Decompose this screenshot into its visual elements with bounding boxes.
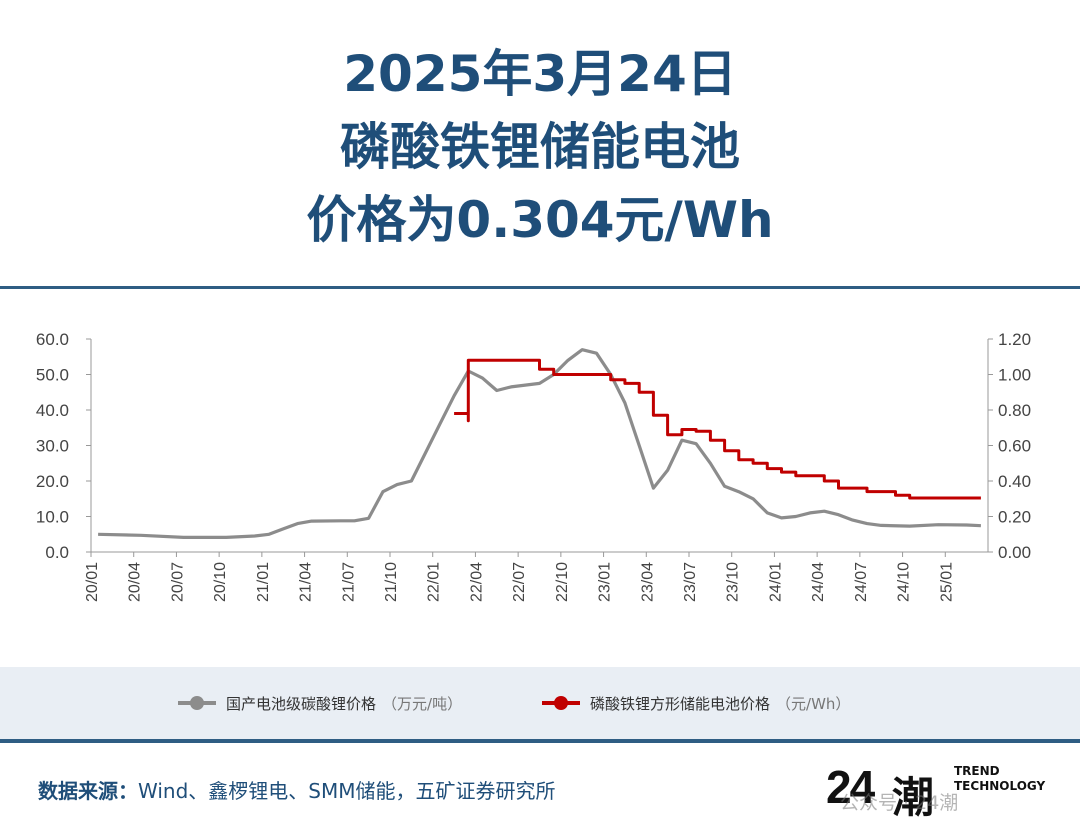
left-axis-tick-label: 60.0 <box>36 330 69 349</box>
x-axis-tick-label: 20/07 <box>169 562 186 602</box>
title-block: 2025年3月24日 磷酸铁锂储能电池 价格为0.304元/Wh <box>0 38 1080 257</box>
legend-swatch-red <box>542 696 580 710</box>
legend-gray-name: 国产电池级碳酸锂价格 <box>226 694 377 713</box>
brand-logo: 24 潮 TREND TECHNOLOGY <box>826 760 1066 822</box>
x-axis-tick-label: 21/01 <box>255 562 272 602</box>
series-line-lithium-carbonate-price <box>98 348 981 539</box>
x-axis-tick-label: 20/10 <box>212 562 229 602</box>
left-axis-tick-label: 0.0 <box>45 543 69 562</box>
left-axis-tick-label: 40.0 <box>36 401 69 420</box>
logo-en-line2: TECHNOLOGY <box>954 779 1046 793</box>
legend-red-unit: （元/Wh） <box>776 694 851 713</box>
x-axis-tick-label: 21/04 <box>298 562 315 602</box>
x-axis-tick-label: 23/01 <box>597 562 614 602</box>
title-price: 价格为0.304元/Wh <box>306 191 774 249</box>
left-axis-tick-label: 20.0 <box>36 472 69 491</box>
legend-item-lithium-carbonate: 国产电池级碳酸锂价格 （万元/吨） <box>178 691 462 715</box>
right-axis-tick-label: 1.00 <box>998 366 1031 385</box>
source-text: Wind、鑫椤锂电、SMM储能，五矿证券研究所 <box>138 779 556 803</box>
x-axis-tick-label: 21/10 <box>383 562 400 602</box>
title-product: 磷酸铁锂储能电池 <box>340 118 740 176</box>
bottom-divider <box>0 739 1080 743</box>
legend-marker-gray <box>190 696 204 710</box>
logo-english: TREND TECHNOLOGY <box>954 764 1045 794</box>
legend-swatch-gray <box>178 696 216 710</box>
right-axis-tick-label: 1.20 <box>998 330 1031 349</box>
source-label: 数据来源： <box>38 779 138 803</box>
x-axis-tick-label: 24/04 <box>810 562 827 602</box>
logo-chars: 潮 <box>892 773 935 822</box>
logo-en-line1: TREND <box>954 764 1000 778</box>
legend-red-name: 磷酸铁锂方形储能电池价格 <box>590 694 771 713</box>
x-axis-tick-label: 20/01 <box>84 562 101 602</box>
x-axis-tick-label: 20/04 <box>127 562 144 602</box>
series-line-lfp-battery-price <box>454 358 981 500</box>
x-axis-tick-label: 22/10 <box>554 562 571 602</box>
left-axis-tick-label: 30.0 <box>36 437 69 456</box>
legend-label-red: 磷酸铁锂方形储能电池价格 （元/Wh） <box>590 693 850 714</box>
x-axis-tick-label: 22/01 <box>426 562 443 602</box>
left-axis-tick-label: 50.0 <box>36 366 69 385</box>
x-axis-tick-label: 22/07 <box>511 562 528 602</box>
x-axis-tick-label: 24/07 <box>853 562 870 602</box>
logo-number: 24 <box>826 761 875 813</box>
legend-marker-red <box>554 696 568 710</box>
legend-label-gray: 国产电池级碳酸锂价格 （万元/吨） <box>226 693 462 714</box>
x-axis-tick-label: 24/10 <box>896 562 913 602</box>
right-axis-tick-label: 0.00 <box>998 543 1031 562</box>
data-source: 数据来源：Wind、鑫椤锂电、SMM储能，五矿证券研究所 <box>38 775 555 804</box>
x-axis-tick-label: 24/01 <box>767 562 784 602</box>
x-axis-tick-label: 25/01 <box>938 562 955 602</box>
x-axis-tick-label: 23/07 <box>682 562 699 602</box>
legend: 国产电池级碳酸锂价格 （万元/吨） 磷酸铁锂方形储能电池价格 （元/Wh） <box>0 667 1080 739</box>
x-axis-tick-label: 23/04 <box>639 562 656 602</box>
right-axis-tick-label: 0.40 <box>998 472 1031 491</box>
top-divider <box>0 286 1080 289</box>
x-axis-tick-label: 21/07 <box>340 562 357 602</box>
right-axis-tick-label: 0.20 <box>998 508 1031 527</box>
legend-item-lfp-battery: 磷酸铁锂方形储能电池价格 （元/Wh） <box>542 691 850 715</box>
title-date: 2025年3月24日 <box>343 45 737 103</box>
legend-gray-unit: （万元/吨） <box>382 694 463 713</box>
right-axis-tick-label: 0.80 <box>998 401 1031 420</box>
watermark: 公众号 · 24潮 <box>840 792 959 814</box>
right-axis-tick-label: 0.60 <box>998 437 1031 456</box>
left-axis-tick-label: 10.0 <box>36 508 69 527</box>
x-axis-tick-label: 22/04 <box>468 562 485 602</box>
x-axis-tick-label: 23/10 <box>725 562 742 602</box>
chart: 0.0 10.0 20.0 30.0 40.0 50.0 60.0 0.00 0.20 0.40 0… <box>36 330 1031 602</box>
